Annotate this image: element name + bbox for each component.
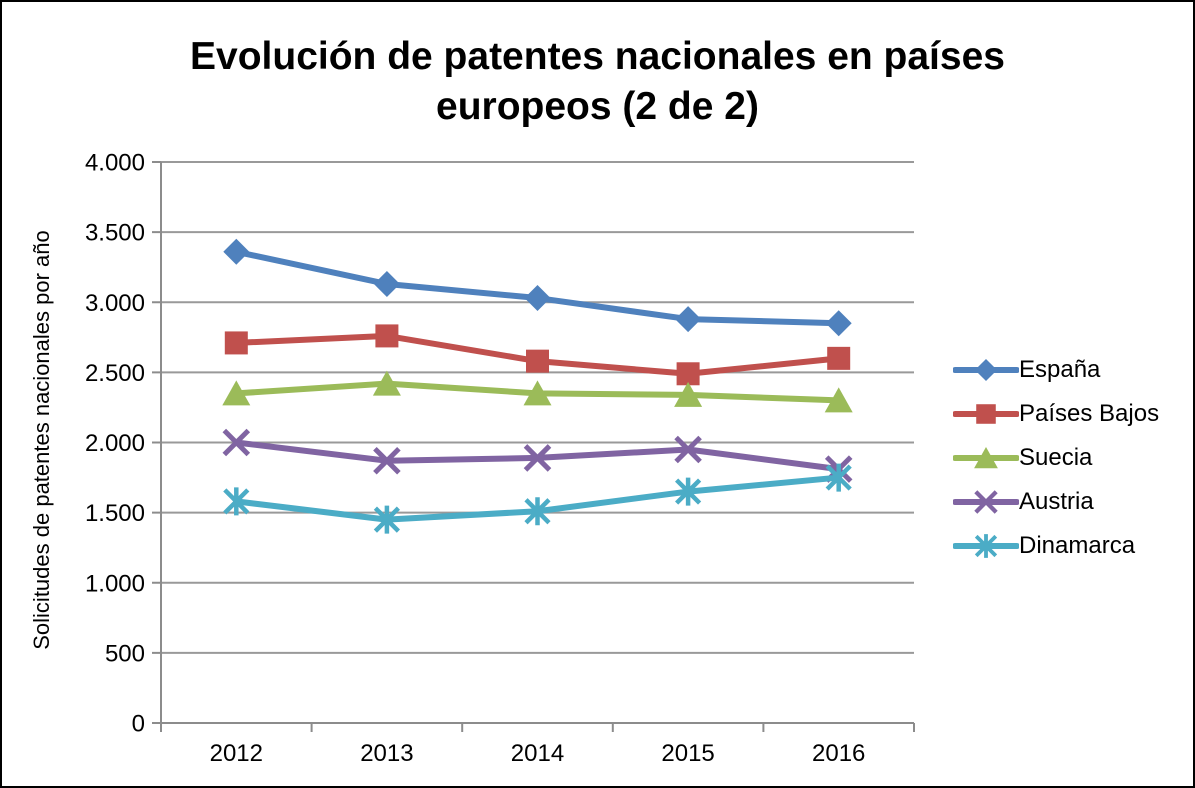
legend-label: Austria [1019, 488, 1094, 515]
marker-espana-2015 [675, 306, 702, 333]
marker-suecia-2013 [372, 370, 401, 396]
x-axis-label-2012: 2012 [210, 740, 263, 767]
marker-paises-bajos-2013 [375, 324, 399, 348]
marker-paises-bajos-2012 [224, 331, 248, 355]
marker-dinamarca-2015 [675, 477, 702, 506]
legend-marker-austria [974, 490, 998, 514]
y-axis-label-4000: 4.000 [85, 150, 145, 177]
series-austria [222, 428, 853, 483]
legend-marker-suecia [974, 446, 998, 469]
y-axis-label-500: 500 [105, 640, 145, 667]
marker-dinamarca-2013 [373, 505, 400, 534]
chart-title: Evolución de patentes nacionales en país… [2, 32, 1193, 132]
y-axis-label-3500: 3.500 [85, 220, 145, 247]
series-paises-bajos [224, 324, 851, 386]
y-axis-label-1000: 1.000 [85, 570, 145, 597]
legend-item-suecia: Suecia [952, 443, 1093, 473]
marker-suecia-2016 [824, 387, 853, 413]
marker-espana-2016 [825, 310, 852, 337]
y-axis-label-3000: 3.000 [85, 290, 145, 317]
x-axis-label-2016: 2016 [812, 740, 865, 767]
legend-marker-espana [974, 358, 998, 382]
marker-dinamarca-2012 [223, 487, 250, 516]
marker-austria-2014 [523, 444, 552, 472]
marker-austria-2013 [373, 446, 401, 475]
legend-marker-square-icon [952, 399, 1020, 429]
legend-marker-asterisk-icon [952, 531, 1020, 561]
series-dinamarca [223, 463, 852, 534]
marker-suecia-2015 [674, 381, 703, 407]
marker-austria-2015 [674, 435, 702, 464]
marker-paises-bajos-2016 [827, 346, 851, 370]
legend-marker-x-icon [952, 487, 1020, 517]
legend-item-dinamarca: Dinamarca [952, 531, 1136, 561]
legend-marker-triangle-icon [952, 443, 1020, 473]
marker-espana-2012 [223, 238, 250, 265]
legend-item-austria: Austria [952, 487, 1094, 517]
marker-dinamarca-2016 [825, 463, 852, 492]
marker-suecia-2014 [523, 380, 552, 406]
marker-austria-2012 [222, 428, 251, 457]
y-axis-label-1500: 1.500 [85, 500, 145, 527]
chart-title-line1: Evolución de patentes nacionales en país… [190, 35, 1005, 78]
x-axis-label-2015: 2015 [661, 740, 714, 767]
legend-marker-diamond-icon [952, 355, 1020, 385]
legend-label: Países Bajos [1019, 400, 1160, 427]
legend-item-espana: España [952, 355, 1101, 385]
legend-marker-dinamarca [974, 534, 998, 558]
marker-paises-bajos-2014 [526, 349, 549, 373]
legend-item-paises-bajos: Países Bajos [952, 399, 1160, 429]
x-axis-label-2014: 2014 [511, 740, 564, 767]
y-axis-label-2500: 2.500 [85, 360, 145, 387]
series-espana [223, 238, 852, 337]
x-axis-label-2013: 2013 [360, 740, 413, 767]
marker-suecia-2012 [222, 380, 251, 406]
marker-espana-2014 [524, 285, 551, 312]
y-axis-label-2000: 2.000 [85, 430, 145, 457]
legend-label: Suecia [1019, 444, 1093, 471]
y-axis-label-0: 0 [132, 711, 145, 738]
series-suecia [222, 370, 853, 413]
marker-dinamarca-2014 [524, 497, 551, 526]
legend-label: España [1019, 356, 1101, 383]
legend-label: Dinamarca [1019, 532, 1136, 559]
legend-marker-paises-bajos [976, 404, 996, 424]
chart-title-line2: europeos (2 de 2) [436, 85, 759, 128]
marker-espana-2013 [373, 271, 400, 298]
marker-paises-bajos-2015 [676, 362, 700, 386]
